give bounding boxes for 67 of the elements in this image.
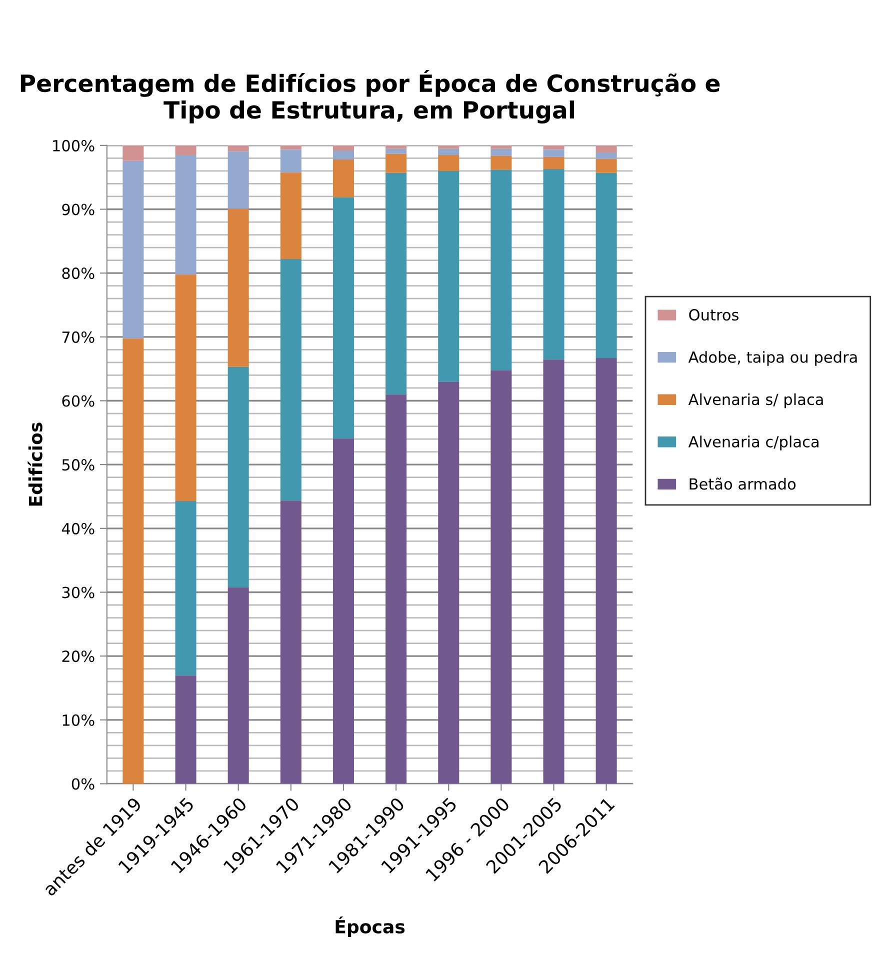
bar [228,151,249,209]
bar [175,145,196,155]
bar [280,149,302,172]
bar [386,145,407,149]
bar [332,159,354,198]
y-tick-label: 20% [62,650,94,662]
bar [596,358,617,784]
y-tick-label: 60% [62,395,94,407]
bar [490,170,512,370]
bar [332,197,354,438]
bar [490,148,512,156]
bar [490,145,512,149]
y-tick-label: 70% [62,331,94,343]
bar [438,382,460,784]
bar [596,152,617,159]
bar [122,160,144,338]
bar [280,500,302,784]
bar [386,394,407,784]
bar [175,675,196,784]
bar [438,148,460,155]
bar [332,150,354,160]
bar [438,145,460,149]
bar [543,359,564,784]
bar [386,172,407,394]
y-tick-label: 30% [62,586,94,598]
bar [490,156,512,170]
bar [438,155,460,171]
bar [332,145,354,151]
bar [332,438,354,784]
legend-label: Adobe, taipa ou pedra [688,351,857,366]
bar [122,145,144,161]
legend-label: Alvenaria s/ placa [688,393,823,408]
bar [596,158,617,173]
y-tick-label: 100% [53,140,94,152]
bar [175,500,196,676]
y-axis-title: Edifícios [28,422,42,506]
bar [280,172,302,260]
bar [386,148,407,154]
bar [228,587,249,784]
bar [596,145,617,152]
legend-label: Outros [689,309,738,321]
y-tick-label: 40% [62,522,94,534]
x-axis-title: Épocas [336,916,405,938]
bar [543,156,564,170]
bar [228,145,249,152]
bar [543,149,564,157]
bar [175,274,196,501]
bar [280,259,302,500]
y-tick-label: 10% [62,714,94,726]
bar [280,145,302,150]
bar [175,155,196,274]
chart-title: Percentagem de Edifícios por Época de Construção e Tipo de Estrutura, em Portugal [20,70,720,124]
y-tick-label: 0% [72,778,94,790]
bar [228,366,249,588]
legend-label: Betão armado [690,478,796,490]
y-tick-label: 80% [62,268,94,280]
bar [228,208,249,367]
bar [122,338,144,784]
y-tick-label: 50% [62,459,94,471]
bar [490,370,512,784]
y-tick-label: 90% [62,204,94,216]
bar [543,145,564,150]
bar [386,154,407,173]
legend-label: Alvenaria c/placa [688,436,818,450]
bar [543,169,564,360]
bar [438,170,460,382]
bar [596,172,617,358]
